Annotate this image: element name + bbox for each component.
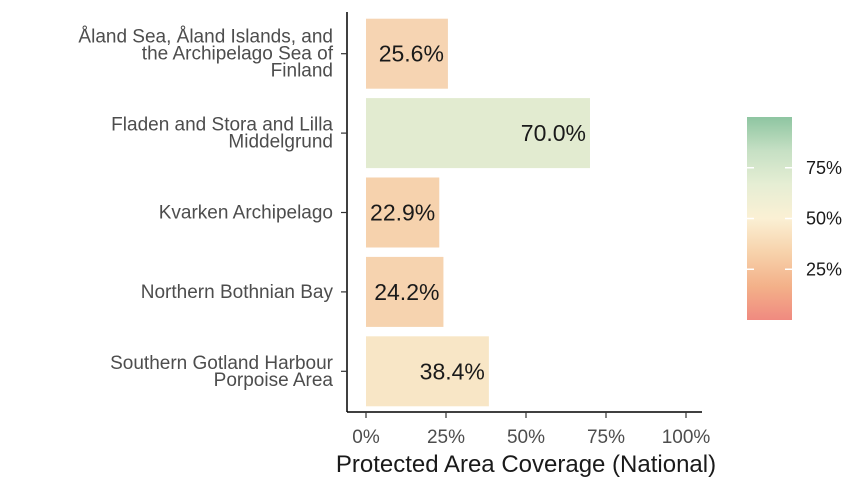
colorbar-label: 50% — [806, 209, 842, 229]
category-label: the Archipelago Sea of — [142, 44, 334, 65]
x-tick-label: 100% — [662, 427, 711, 448]
data-label: 38.4% — [420, 358, 485, 384]
category-label: Middelgrund — [228, 132, 333, 153]
colorbar-legend: 25% 50% 75% — [747, 117, 842, 320]
x-ticks: 0% 25% 50% 75% 100% — [352, 412, 710, 448]
data-labels: 25.6% 70.0% 22.9% 24.2% 38.4% — [370, 41, 586, 385]
y-ticks — [341, 53, 347, 372]
category-label: Fladen and Stora and Lilla — [111, 115, 333, 136]
bar — [366, 98, 590, 169]
data-label: 22.9% — [370, 200, 435, 226]
x-tick-label: 0% — [352, 427, 380, 448]
x-tick-label: 75% — [587, 427, 625, 448]
category-label: Åland Sea, Åland Islands, and — [78, 27, 333, 48]
x-axis-title: Protected Area Coverage (National) — [336, 451, 716, 478]
data-label: 25.6% — [379, 41, 444, 67]
bar — [366, 18, 448, 89]
category-label: Northern Bothnian Bay — [141, 282, 334, 303]
x-tick-label: 50% — [507, 427, 545, 448]
x-tick-label: 25% — [427, 427, 465, 448]
bars-group — [366, 18, 590, 407]
bar — [366, 336, 489, 407]
colorbar-label: 25% — [806, 259, 842, 279]
category-label: Kvarken Archipelago — [159, 203, 333, 224]
category-label: Southern Gotland Harbour — [110, 353, 334, 374]
category-label: Finland — [271, 61, 333, 82]
category-label: Porpoise Area — [214, 370, 334, 391]
colorbar-label: 75% — [806, 158, 842, 178]
data-label: 70.0% — [521, 120, 586, 146]
data-label: 24.2% — [374, 279, 439, 305]
colorbar — [747, 117, 792, 320]
bar — [366, 177, 440, 248]
bar — [366, 256, 444, 327]
